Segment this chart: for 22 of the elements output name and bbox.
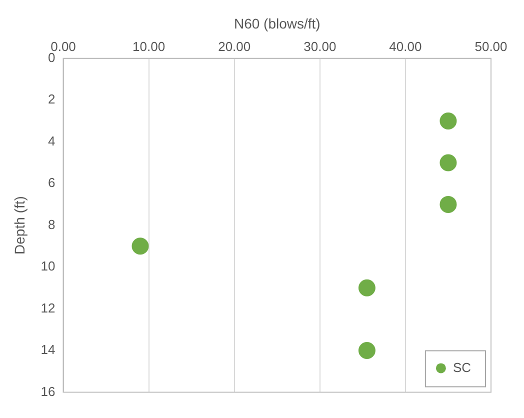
x-axis-title: N60 (blows/ft) xyxy=(234,15,320,32)
x-tick-label: 30.00 xyxy=(304,39,336,54)
y-tick-label: 16 xyxy=(40,384,56,399)
x-tick-label: 50.00 xyxy=(474,39,508,54)
legend-label: SC xyxy=(452,360,472,375)
x-tick-label: 40.00 xyxy=(389,39,422,54)
y-tick-label: 12 xyxy=(40,300,56,316)
y-tick-label: 2 xyxy=(48,92,56,107)
y-tick-label: 6 xyxy=(48,175,56,190)
y-tick-label: 8 xyxy=(48,216,56,232)
y-tick-label: 10 xyxy=(40,258,56,274)
point xyxy=(440,112,457,130)
point xyxy=(358,342,376,359)
y-tick-label: 14 xyxy=(40,342,56,358)
y-tick-label: 4 xyxy=(48,133,56,148)
point xyxy=(358,279,376,296)
point xyxy=(132,238,149,255)
point xyxy=(440,196,457,213)
x-tick-label: 20.00 xyxy=(218,39,251,54)
y-axis-title: Depth (ft) xyxy=(11,196,28,254)
point xyxy=(440,154,457,172)
x-tick-label: 10.00 xyxy=(132,39,166,54)
